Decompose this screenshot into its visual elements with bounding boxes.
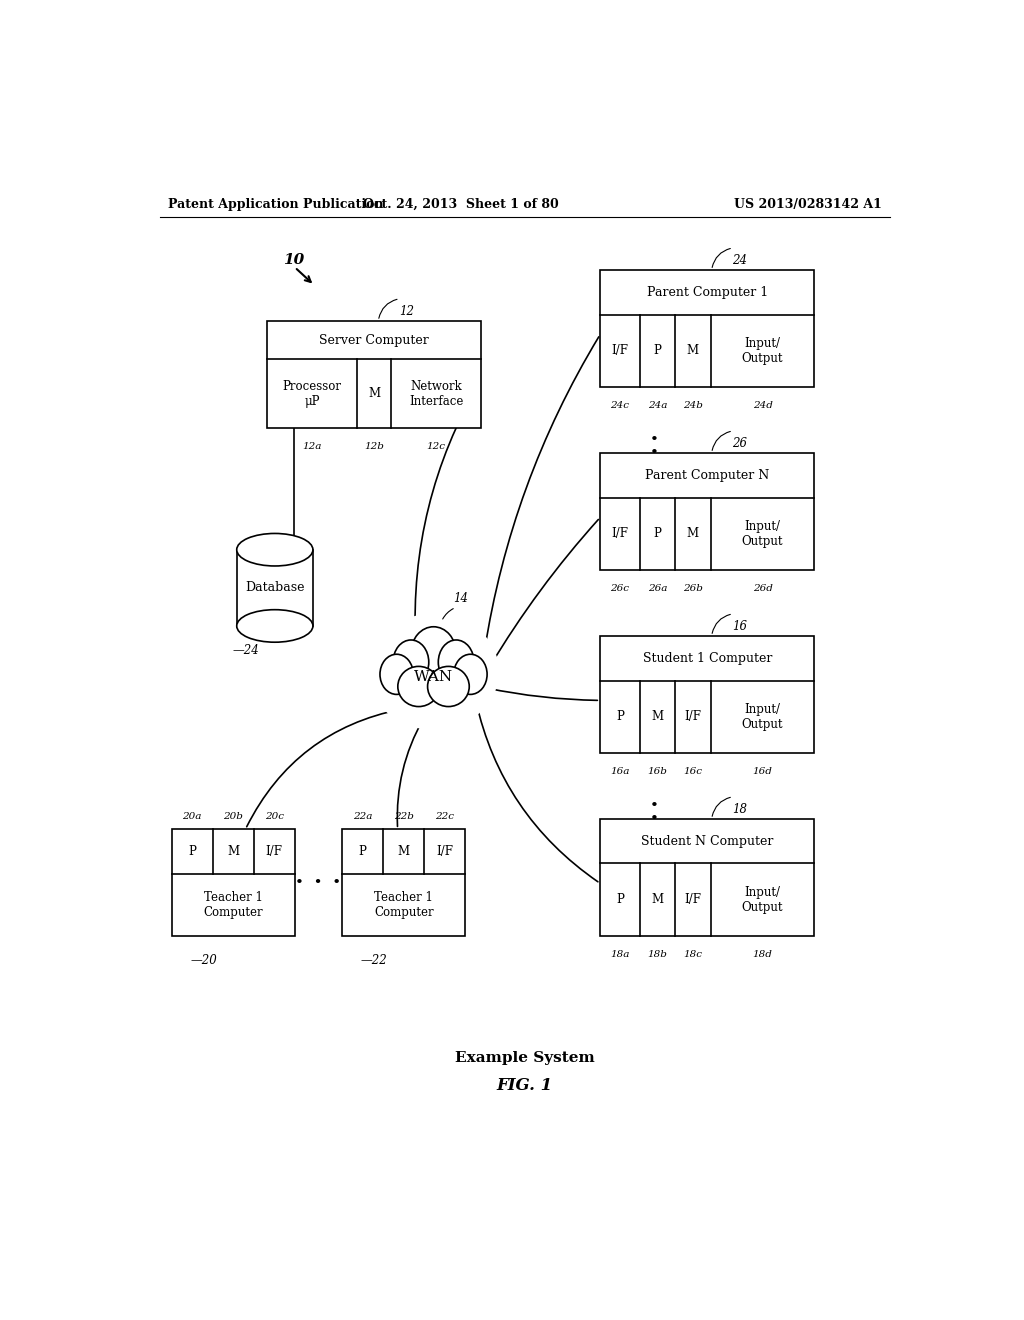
Text: Input/
Output: Input/ Output	[741, 702, 783, 731]
Text: —22: —22	[360, 954, 387, 968]
Text: 24a: 24a	[648, 401, 668, 411]
Text: Network
Interface: Network Interface	[409, 380, 463, 408]
Text: I/F: I/F	[611, 527, 629, 540]
Bar	[237, 549, 313, 626]
Text: Input/
Output: Input/ Output	[741, 337, 783, 364]
Text: M: M	[687, 345, 699, 358]
Text: P: P	[653, 527, 662, 540]
Text: M: M	[687, 527, 699, 540]
Ellipse shape	[368, 614, 499, 730]
Text: 26d: 26d	[753, 585, 772, 593]
Text: 20a: 20a	[182, 812, 202, 821]
Ellipse shape	[428, 667, 469, 706]
Ellipse shape	[438, 640, 474, 684]
Text: M: M	[651, 710, 664, 723]
Text: Processor
μP: Processor μP	[283, 380, 341, 408]
Text: Oct. 24, 2013  Sheet 1 of 80: Oct. 24, 2013 Sheet 1 of 80	[364, 198, 559, 211]
Polygon shape	[600, 453, 814, 570]
Text: 18b: 18b	[647, 950, 668, 960]
Polygon shape	[600, 636, 814, 752]
Text: 26b: 26b	[683, 585, 702, 593]
Text: 26: 26	[732, 437, 748, 450]
Ellipse shape	[411, 627, 456, 680]
Text: 22c: 22c	[435, 812, 455, 821]
Text: WAN: WAN	[414, 669, 453, 684]
Text: 18c: 18c	[683, 950, 702, 960]
Text: 12: 12	[399, 305, 414, 318]
Text: 26c: 26c	[610, 585, 630, 593]
Text: •  •  •: • • •	[295, 875, 342, 890]
Text: 16c: 16c	[683, 767, 702, 776]
Text: 22a: 22a	[353, 812, 373, 821]
Polygon shape	[342, 829, 465, 936]
Text: Patent Application Publication: Patent Application Publication	[168, 198, 383, 211]
Text: Server Computer: Server Computer	[319, 334, 429, 347]
Text: 22b: 22b	[394, 812, 414, 821]
Text: P: P	[616, 894, 624, 907]
Text: 24b: 24b	[683, 401, 702, 411]
Text: P: P	[358, 845, 367, 858]
Text: 10: 10	[283, 253, 304, 267]
Text: 16d: 16d	[753, 767, 772, 776]
Text: 24d: 24d	[753, 401, 772, 411]
Text: Parent Computer N: Parent Computer N	[645, 469, 769, 482]
Text: Teacher 1
Computer: Teacher 1 Computer	[374, 891, 433, 919]
Polygon shape	[172, 829, 295, 936]
Text: •
•: • •	[649, 433, 658, 459]
Text: Teacher 1
Computer: Teacher 1 Computer	[204, 891, 263, 919]
Text: Input/
Output: Input/ Output	[741, 886, 783, 913]
Ellipse shape	[237, 610, 313, 643]
Text: P: P	[188, 845, 196, 858]
Text: —20: —20	[190, 954, 217, 968]
Text: 18d: 18d	[753, 950, 772, 960]
Polygon shape	[267, 321, 481, 428]
Text: M: M	[227, 845, 240, 858]
Text: 16a: 16a	[610, 767, 630, 776]
Text: M: M	[368, 387, 380, 400]
Text: 18a: 18a	[610, 950, 630, 960]
Text: Parent Computer 1: Parent Computer 1	[647, 286, 768, 298]
Text: I/F: I/F	[684, 710, 701, 723]
Ellipse shape	[397, 667, 439, 706]
Text: 26a: 26a	[648, 585, 668, 593]
Ellipse shape	[237, 533, 313, 566]
Text: FIG. 1: FIG. 1	[497, 1077, 553, 1094]
Text: 12b: 12b	[365, 442, 384, 451]
Polygon shape	[600, 818, 814, 936]
Text: M: M	[397, 845, 410, 858]
Text: Example System: Example System	[455, 1051, 595, 1065]
Text: —24: —24	[232, 644, 259, 657]
Text: 16: 16	[732, 620, 748, 634]
Text: 18: 18	[732, 803, 748, 816]
Polygon shape	[600, 271, 814, 387]
Ellipse shape	[380, 655, 414, 694]
Ellipse shape	[393, 640, 429, 684]
Text: P: P	[653, 345, 662, 358]
Ellipse shape	[454, 655, 487, 694]
Text: 14: 14	[454, 593, 468, 606]
Text: P: P	[616, 710, 624, 723]
Text: Input/
Output: Input/ Output	[741, 520, 783, 548]
Text: I/F: I/F	[684, 894, 701, 907]
Text: I/F: I/F	[265, 845, 283, 858]
Text: 16b: 16b	[647, 767, 668, 776]
Text: •
•: • •	[649, 799, 658, 825]
Text: 24c: 24c	[610, 401, 630, 411]
Text: 24: 24	[732, 255, 748, 267]
Text: I/F: I/F	[436, 845, 454, 858]
Text: 20b: 20b	[223, 812, 243, 821]
Text: Database: Database	[245, 581, 304, 594]
Text: M: M	[651, 894, 664, 907]
Text: Student 1 Computer: Student 1 Computer	[643, 652, 772, 665]
Text: 12a: 12a	[302, 442, 322, 451]
Text: 20c: 20c	[264, 812, 284, 821]
Text: I/F: I/F	[611, 345, 629, 358]
Text: 12c: 12c	[427, 442, 445, 451]
Text: US 2013/0283142 A1: US 2013/0283142 A1	[734, 198, 882, 211]
Text: Student N Computer: Student N Computer	[641, 834, 773, 847]
